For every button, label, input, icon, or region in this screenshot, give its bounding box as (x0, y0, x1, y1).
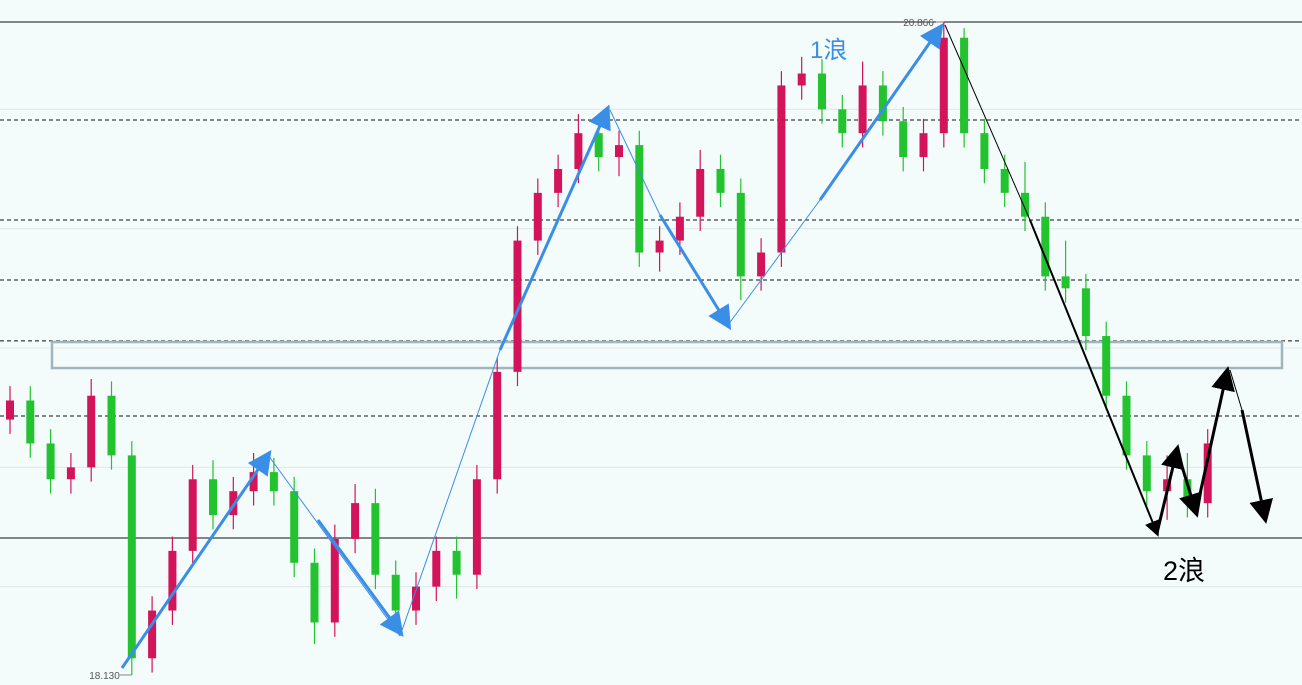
candle-body (391, 574, 400, 611)
candle-body (838, 109, 847, 134)
levels (0, 21, 1302, 539)
candle-body (513, 240, 522, 372)
candle-body (1021, 192, 1029, 217)
candle-body (432, 550, 441, 587)
candle-body (878, 85, 887, 122)
candle-body (209, 479, 217, 516)
candle-body (777, 85, 786, 253)
candle-body (655, 240, 664, 253)
wave-arrow (1155, 444, 1185, 534)
candle-body (1041, 216, 1050, 277)
candle-body (168, 550, 177, 611)
candle-body (371, 503, 380, 575)
wave-line (399, 349, 501, 637)
candle-body (269, 472, 278, 492)
wave-arrow (498, 104, 611, 351)
candle-body (574, 133, 583, 169)
candle-body (797, 73, 806, 86)
wave-label: 2浪 (1163, 556, 1205, 586)
candle-body (310, 562, 319, 623)
candle-body (1102, 336, 1111, 396)
candle-body (1203, 443, 1212, 504)
candle-body (533, 192, 542, 241)
wave-arrow (1029, 219, 1160, 537)
candle-body (736, 192, 745, 277)
wave-line (1229, 369, 1243, 411)
candle-body (26, 400, 35, 444)
wave-arrow (316, 519, 404, 637)
candle-body (1000, 168, 1009, 193)
candle-body (716, 168, 725, 193)
wave-arrow (658, 214, 732, 331)
candle-body (939, 37, 948, 134)
candle-body (148, 610, 157, 659)
wave-arrow (818, 23, 944, 201)
candle-body (330, 538, 339, 623)
candle-body (87, 395, 96, 468)
candle-body (554, 168, 563, 193)
candle-body (960, 37, 969, 134)
extreme-label: 20.866 (903, 18, 934, 29)
candle-body (1061, 276, 1070, 289)
extreme-label: 18.130 (89, 671, 120, 682)
wave-arrows (120, 23, 1273, 669)
wave-line (267, 454, 401, 637)
candle-body (858, 85, 867, 134)
candle-body (818, 73, 826, 110)
wave-line (944, 24, 1031, 221)
candle-body (1142, 455, 1151, 492)
wave-arrow (120, 450, 272, 669)
candle-body (980, 133, 989, 169)
candle-body (615, 145, 623, 158)
candle-body (127, 455, 136, 659)
candle-body (249, 472, 258, 492)
wave-arrow (1240, 409, 1273, 524)
candle-body (635, 145, 644, 253)
candle-body (594, 133, 603, 158)
candle-body (696, 168, 705, 217)
candle-body (899, 121, 908, 158)
candle-body (675, 216, 684, 241)
wave-arrow (1194, 366, 1235, 513)
candle-body (66, 467, 75, 480)
candle-body (412, 586, 420, 611)
candle-body (46, 443, 55, 480)
candle-body (290, 491, 299, 563)
candle-body (6, 400, 14, 420)
grid (0, 108, 1302, 588)
candle-body (472, 479, 481, 575)
candle-body (919, 133, 928, 158)
candle-body (452, 550, 461, 575)
wave-line (727, 199, 821, 326)
candle-body (107, 395, 116, 456)
candle-body (493, 371, 502, 480)
candle-body (1122, 395, 1131, 456)
wave-line (609, 109, 661, 216)
candle-body (1081, 288, 1090, 337)
wave-label: 1浪 (810, 37, 847, 64)
wave-arrow (1175, 449, 1203, 518)
candle-body (188, 479, 197, 551)
candle-body (351, 503, 360, 539)
candle-body (757, 252, 766, 277)
candle-body (1183, 479, 1192, 504)
zone-box (50, 340, 1284, 370)
candles (6, 21, 1212, 675)
